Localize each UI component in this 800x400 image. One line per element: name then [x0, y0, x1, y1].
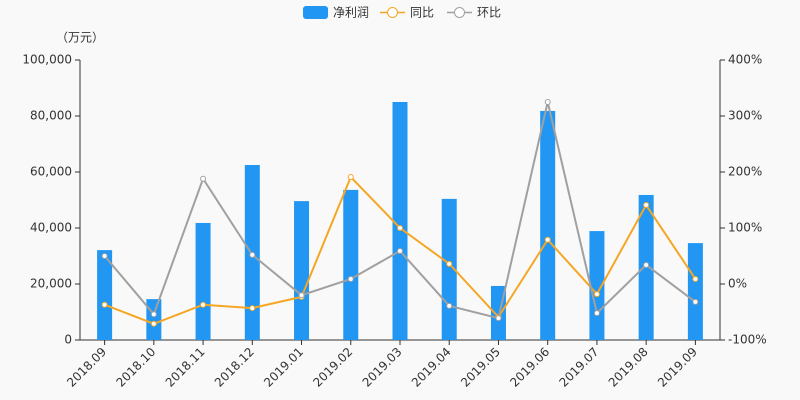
x-tick-label: 2018.09	[64, 345, 109, 390]
x-tick-label: 2019.01	[261, 345, 306, 390]
x-tick-label: 2018.12	[212, 345, 257, 390]
legend-swatch	[303, 6, 328, 19]
line-marker	[347, 174, 354, 181]
y2-tick-label: 0%	[728, 277, 747, 291]
x-tick-label: 2019.09	[655, 345, 700, 390]
y2-tick-label: 300%	[728, 109, 762, 123]
y-tick-label: 80,000	[30, 109, 72, 123]
y-tick-label: 100,000	[22, 53, 72, 67]
bar	[97, 250, 113, 340]
x-tick-label: 2019.02	[310, 345, 355, 390]
line-marker	[101, 253, 108, 259]
line-marker	[446, 260, 453, 267]
y2-tick-label: 200%	[728, 165, 762, 179]
bar	[195, 222, 211, 340]
line-marker	[446, 302, 453, 309]
line-marker	[593, 310, 600, 317]
line-marker	[692, 275, 699, 282]
line-marker	[495, 315, 502, 322]
legend-label: 净利润	[333, 6, 369, 20]
line-marker	[544, 236, 551, 243]
x-tick-label: 2019.06	[507, 345, 552, 390]
line-marker	[397, 225, 403, 231]
line-marker	[643, 202, 650, 209]
legend-label: 同比	[410, 6, 434, 20]
line-marker	[347, 275, 354, 282]
x-tick-label: 2018.10	[113, 345, 158, 390]
bar	[441, 198, 457, 340]
line-marker	[544, 99, 551, 105]
legend-swatch	[454, 7, 465, 18]
x-tick-label: 2019.05	[458, 345, 503, 390]
x-tick-label: 2019.03	[360, 345, 405, 390]
y2-tick-label: 100%	[728, 221, 762, 235]
line-marker	[200, 301, 207, 308]
x-tick-label: 2019.04	[409, 345, 454, 390]
line-marker	[200, 175, 207, 182]
y-unit-label: （万元）	[56, 31, 104, 45]
line-marker	[643, 261, 650, 268]
line-marker	[249, 251, 256, 258]
y-tick-label: 60,000	[30, 165, 72, 179]
bar	[343, 189, 359, 340]
y-tick-label: 20,000	[30, 277, 72, 291]
bar	[392, 102, 408, 340]
line-marker	[249, 305, 256, 312]
bar	[589, 231, 605, 340]
line-marker	[692, 298, 699, 305]
line-marker	[101, 301, 108, 308]
line-marker	[298, 292, 305, 299]
line-marker	[593, 291, 600, 298]
bar	[294, 201, 310, 340]
line-marker	[150, 320, 157, 327]
y-tick-label: 40,000	[30, 221, 72, 235]
y2-tick-label: -100%	[728, 333, 767, 347]
bar	[146, 299, 162, 340]
y-tick-label: 0	[64, 333, 72, 347]
x-tick-label: 2018.11	[163, 345, 208, 390]
x-tick-label: 2019.08	[606, 345, 651, 390]
legend-swatch	[387, 7, 398, 18]
line-marker	[397, 247, 403, 254]
y2-tick-label: 400%	[728, 53, 762, 67]
line-marker	[150, 311, 157, 318]
x-tick-label: 2019.07	[557, 345, 602, 390]
legend-label: 环比	[477, 6, 501, 20]
bar	[687, 243, 703, 340]
bar	[540, 110, 556, 341]
